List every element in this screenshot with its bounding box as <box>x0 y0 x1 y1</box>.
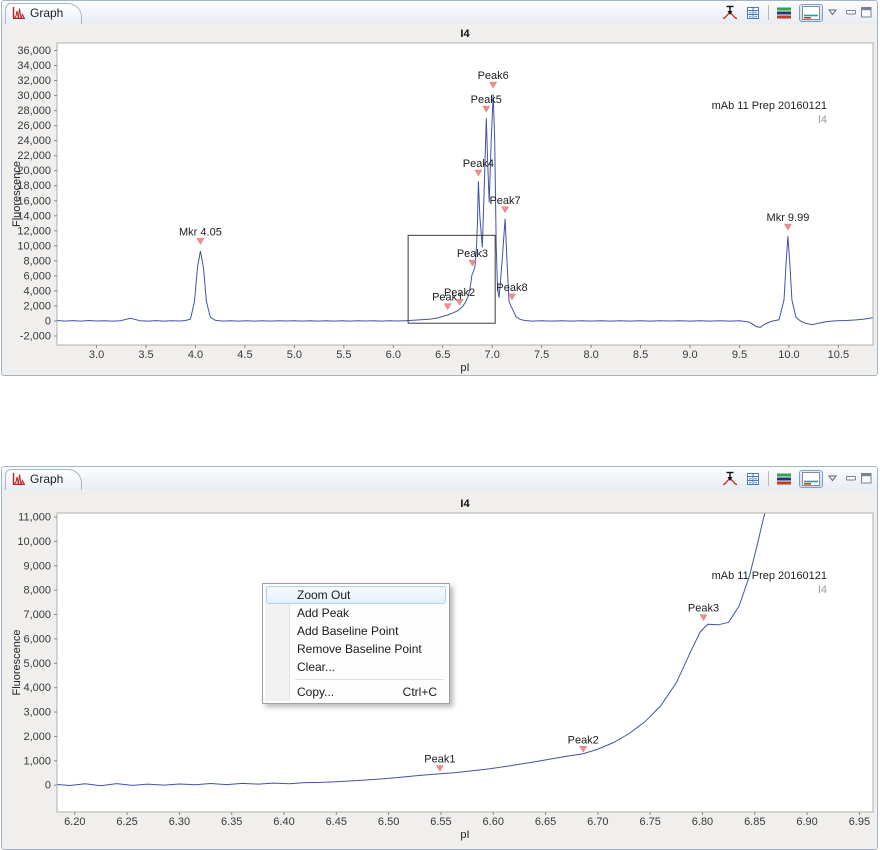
maximize-icon[interactable] <box>861 7 872 18</box>
view-toolbar <box>722 467 877 490</box>
view-toolbar <box>722 1 877 24</box>
graph-view-top: Graph <box>1 0 878 376</box>
menu-item-zoom-out[interactable]: Zoom Out <box>266 586 446 604</box>
view-tab-bar-top: Graph <box>2 1 877 25</box>
menu-item-label: Clear... <box>297 660 336 674</box>
menu-item-clear[interactable]: Clear... <box>266 658 446 676</box>
menu-item-copy[interactable]: Copy... Ctrl+C <box>266 683 446 701</box>
data-table-icon[interactable] <box>745 471 761 487</box>
menu-item-add-baseline-point[interactable]: Add Baseline Point <box>266 622 446 640</box>
menu-item-add-peak[interactable]: Add Peak <box>266 604 446 622</box>
graph-tab-icon <box>11 472 26 489</box>
place-peak-marker-icon[interactable] <box>722 5 738 21</box>
minimize-icon[interactable] <box>846 474 857 484</box>
menu-item-label: Add Peak <box>297 606 350 620</box>
view-menu-icon[interactable] <box>828 475 837 482</box>
overlay-graphs-icon[interactable] <box>776 471 792 487</box>
menu-item-remove-baseline-point[interactable]: Remove Baseline Point <box>266 640 446 658</box>
tab-label: Graph <box>30 6 64 20</box>
menu-item-label: Remove Baseline Point <box>297 642 422 656</box>
context-menu: Zoom Out Add Peak Add Baseline Point Remove… <box>262 583 450 704</box>
menu-separator <box>295 679 444 680</box>
place-peak-marker-icon[interactable] <box>722 471 738 487</box>
menu-item-shortcut: Ctrl+C <box>402 685 437 699</box>
menu-item-label: Zoom Out <box>297 588 351 602</box>
menu-item-label: Copy... <box>297 685 335 699</box>
single-graph-icon[interactable] <box>799 469 823 488</box>
overlay-graphs-icon[interactable] <box>776 5 792 21</box>
view-tab-bar-bottom: Graph <box>2 467 877 491</box>
graph-tab-icon <box>11 6 26 23</box>
minimize-icon[interactable] <box>846 8 857 18</box>
menu-item-label: Add Baseline Point <box>297 624 399 638</box>
tab-graph[interactable]: Graph <box>5 469 83 490</box>
single-graph-icon[interactable] <box>799 3 823 22</box>
view-menu-icon[interactable] <box>828 9 837 16</box>
chart-region-top[interactable] <box>2 24 877 375</box>
toolbar-separator <box>768 471 769 486</box>
tab-graph[interactable]: Graph <box>5 3 83 24</box>
tab-label: Graph <box>30 472 64 486</box>
data-table-icon[interactable] <box>745 5 761 21</box>
toolbar-separator <box>768 5 769 20</box>
maximize-icon[interactable] <box>861 473 872 484</box>
